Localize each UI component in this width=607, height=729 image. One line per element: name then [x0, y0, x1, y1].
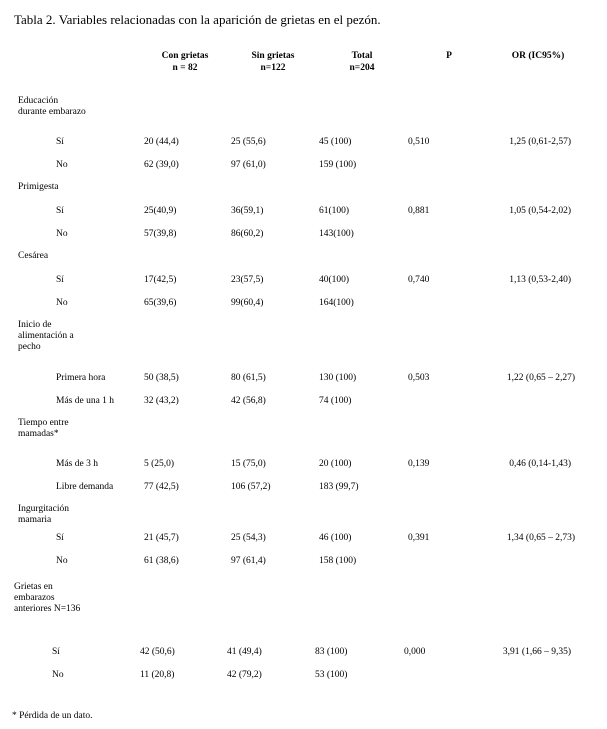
header-sin-label: Sin grietas: [251, 51, 295, 61]
group-label: Ingurgitación mamaria: [18, 504, 70, 525]
row-label: Sí: [56, 275, 64, 285]
cell-p: 0,000: [404, 647, 426, 657]
cell-sin-grietas: 99(60,4): [231, 298, 264, 308]
row-label: No: [52, 670, 64, 680]
cell-or: 1,13 (0,53-2,40): [509, 275, 571, 285]
cell-sin-grietas: 86(60,2): [231, 229, 264, 239]
cell-p: 0,503: [408, 373, 430, 383]
cell-total: 20 (100): [319, 459, 352, 469]
header-p: P: [446, 51, 452, 61]
header-con-label: Con grietas: [161, 51, 209, 61]
cell-con-grietas: 57(39,8): [144, 229, 177, 239]
cell-p: 0,139: [408, 459, 430, 469]
header-con-n: n = 82: [172, 63, 198, 73]
row-label: Sí: [56, 533, 64, 543]
cell-sin-grietas: 25 (54,3): [231, 533, 266, 543]
cell-sin-grietas: 36(59,1): [231, 206, 264, 216]
row-label: No: [56, 556, 68, 566]
cell-con-grietas: 62 (39,0): [144, 160, 179, 170]
cell-sin-grietas: 42 (79,2): [227, 670, 262, 680]
row-label: Sí: [52, 647, 60, 657]
row-label: No: [56, 229, 68, 239]
cell-or: 1,25 (0,61-2,57): [509, 137, 571, 147]
cell-total: 53 (100): [315, 670, 348, 680]
table-title: Tabla 2. Variables relacionadas con la a…: [14, 12, 381, 27]
cell-con-grietas: 61 (38,6): [144, 556, 179, 566]
group-label: Grietas en embarazos anteriores N=136: [14, 582, 81, 614]
cell-sin-grietas: 15 (75,0): [231, 459, 266, 469]
header-total-n: n=204: [349, 63, 375, 73]
cell-p: 0,510: [408, 137, 430, 147]
cell-sin-grietas: 41 (49,4): [227, 647, 262, 657]
cell-con-grietas: 65(39,6): [144, 298, 177, 308]
header-con-grietas: Con grietas n = 82: [145, 50, 225, 74]
cell-p: 0,740: [408, 275, 430, 285]
cell-sin-grietas: 23(57,5): [231, 275, 264, 285]
group-label: Primigesta: [18, 182, 59, 192]
cell-or: 3,91 (1,66 – 9,35): [502, 647, 571, 657]
cell-con-grietas: 42 (50,6): [140, 647, 175, 657]
cell-total: 183 (99,7): [319, 482, 359, 492]
cell-total: 46 (100): [319, 533, 352, 543]
footnote: * Pérdida de un dato.: [12, 711, 93, 721]
row-label: Primera hora: [56, 373, 106, 383]
row-label: Sí: [56, 137, 64, 147]
cell-or: 0,46 (0,14-1,43): [509, 459, 571, 469]
group-label: Inicio de alimentación a pecho: [18, 320, 74, 352]
row-label: No: [56, 298, 68, 308]
cell-total: 130 (100): [319, 373, 357, 383]
cell-total: 45 (100): [319, 137, 352, 147]
row-label: Sí: [56, 206, 64, 216]
group-label: Tiempo entre mamadas*: [18, 418, 69, 439]
cell-total: 83 (100): [315, 647, 348, 657]
cell-con-grietas: 50 (38,5): [144, 373, 179, 383]
header-sin-n: n=122: [260, 63, 286, 73]
group-label: Educación durante embarazo: [18, 96, 86, 117]
cell-total: 159 (100): [319, 160, 357, 170]
cell-con-grietas: 11 (20,8): [140, 670, 175, 680]
cell-sin-grietas: 25 (55,6): [231, 137, 266, 147]
cell-total: 61(100): [319, 206, 350, 216]
cell-sin-grietas: 106 (57,2): [231, 482, 271, 492]
cell-con-grietas: 77 (42,5): [144, 482, 179, 492]
cell-or: 1,22 (0,65 – 2,27): [506, 373, 575, 383]
cell-total: 164(100): [319, 298, 354, 308]
cell-or: 1,05 (0,54-2,02): [509, 206, 571, 216]
cell-con-grietas: 32 (43,2): [144, 396, 179, 406]
cell-total: 74 (100): [319, 396, 352, 406]
row-label: Más de 3 h: [56, 459, 98, 469]
cell-sin-grietas: 97 (61,4): [231, 556, 266, 566]
header-total-label: Total: [351, 51, 373, 61]
row-label: Libre demanda: [56, 482, 114, 492]
row-label: No: [56, 160, 68, 170]
cell-con-grietas: 20 (44,4): [144, 137, 179, 147]
cell-or: 1,34 (0,65 – 2,73): [506, 533, 575, 543]
cell-con-grietas: 17(42,5): [144, 275, 177, 285]
cell-total: 40(100): [319, 275, 350, 285]
cell-p: 0,391: [408, 533, 430, 543]
cell-con-grietas: 25(40,9): [144, 206, 177, 216]
cell-sin-grietas: 80 (61,5): [231, 373, 266, 383]
header-or: OR (IC95%): [511, 51, 565, 61]
cell-total: 158 (100): [319, 556, 357, 566]
header-total: Total n=204: [322, 50, 402, 74]
cell-con-grietas: 5 (25,0): [144, 459, 175, 469]
cell-sin-grietas: 42 (56,8): [231, 396, 266, 406]
cell-total: 143(100): [319, 229, 354, 239]
cell-p: 0,881: [408, 206, 430, 216]
header-sin-grietas: Sin grietas n=122: [233, 50, 313, 74]
cell-sin-grietas: 97 (61,0): [231, 160, 266, 170]
row-label: Más de una 1 h: [56, 396, 115, 406]
group-label: Cesárea: [18, 251, 49, 261]
cell-con-grietas: 21 (45,7): [144, 533, 179, 543]
